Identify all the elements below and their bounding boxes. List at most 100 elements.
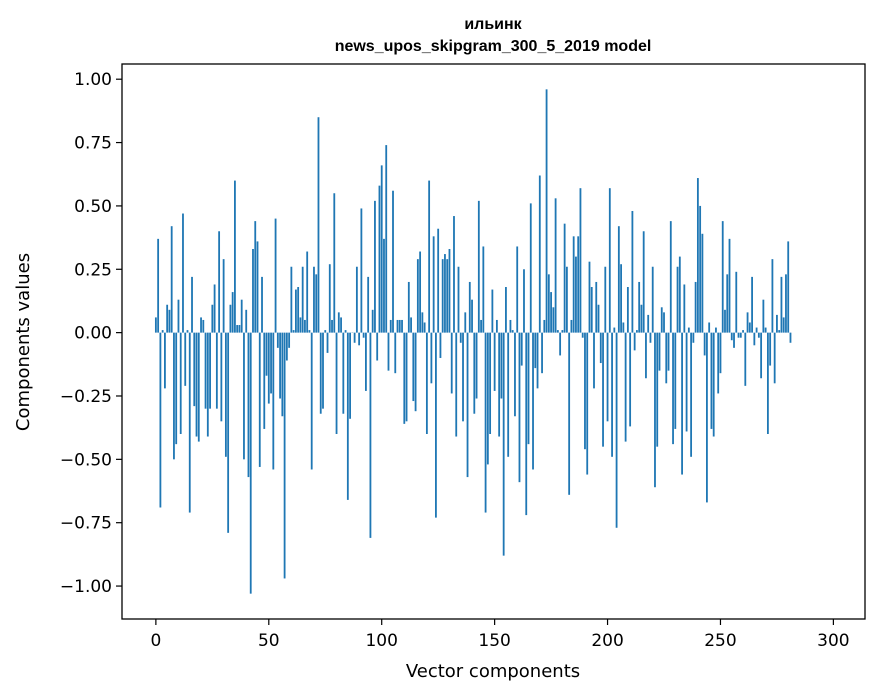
bar-146 — [484, 332, 487, 513]
bar-231 — [676, 266, 679, 333]
bar-269 — [762, 299, 765, 333]
bar-46 — [258, 332, 261, 467]
bar-250 — [719, 332, 722, 374]
y-axis-ticks: −1.00 −0.75 −0.50 −0.25 0.00 0.25 0.50 0.75 1.00 — [60, 70, 122, 597]
bar-100 — [380, 165, 383, 333]
bar-45 — [256, 241, 259, 333]
bar-57 — [283, 332, 286, 579]
bar-247 — [712, 332, 715, 437]
bar-31 — [224, 332, 227, 457]
bar-117 — [419, 251, 422, 333]
bar-11 — [179, 332, 182, 434]
bar-138 — [466, 332, 469, 478]
bar-1 — [157, 238, 160, 333]
bar-136 — [462, 332, 464, 422]
bar-99 — [378, 185, 381, 333]
bar-207 — [622, 322, 625, 333]
bar-124 — [435, 332, 437, 518]
bar-256 — [733, 332, 735, 348]
bar-230 — [674, 332, 677, 429]
bar-73 — [319, 332, 322, 414]
bar-2 — [159, 332, 162, 508]
bar-145 — [482, 246, 485, 333]
bar-17 — [193, 332, 196, 407]
bar-270 — [764, 327, 767, 333]
bar-29 — [220, 332, 223, 422]
y-axis-label: Components values — [13, 253, 34, 431]
bar-61 — [292, 330, 295, 333]
bar-39 — [243, 332, 245, 460]
bar-242 — [701, 233, 704, 333]
bar-166 — [529, 203, 532, 333]
bar-53 — [274, 218, 277, 333]
x-tick-label: 0 — [150, 631, 161, 651]
bar-33 — [229, 304, 232, 333]
bar-113 — [410, 317, 412, 333]
x-tick-label: 250 — [704, 631, 736, 651]
bar-182 — [565, 266, 568, 333]
bar-194 — [593, 332, 595, 389]
bar-225 — [663, 312, 665, 333]
bar-162 — [520, 332, 523, 366]
bar-200 — [606, 332, 609, 422]
bar-127 — [441, 259, 444, 333]
bar-155 — [505, 287, 507, 333]
bar-227 — [667, 332, 670, 371]
bar-167 — [532, 332, 534, 470]
y-tick-label: 0.00 — [74, 324, 112, 344]
bar-258 — [737, 332, 740, 338]
bar-28 — [218, 231, 221, 333]
bar-221 — [654, 332, 656, 488]
bar-203 — [613, 327, 616, 333]
bar-13 — [184, 332, 187, 386]
bar-34 — [231, 292, 234, 333]
bar-107 — [396, 319, 399, 333]
bar-131 — [450, 332, 453, 394]
bar-196 — [597, 304, 600, 333]
bar-191 — [586, 332, 589, 475]
bar-188 — [579, 188, 582, 333]
bar-142 — [475, 332, 478, 399]
bar-85 — [346, 332, 349, 500]
y-tick-label: −1.00 — [60, 577, 112, 597]
bar-158 — [511, 330, 514, 333]
bar-103 — [387, 332, 390, 371]
bar-245 — [708, 322, 711, 333]
bar-55 — [279, 332, 281, 399]
bar-177 — [554, 198, 557, 333]
bar-173 — [545, 89, 548, 333]
bar-23 — [206, 332, 209, 437]
bar-263 — [748, 322, 751, 333]
bar-252 — [724, 309, 726, 333]
bar-187 — [577, 236, 580, 333]
bar-273 — [771, 259, 774, 333]
bar-36 — [236, 325, 239, 333]
bar-206 — [620, 264, 622, 333]
bar-91 — [360, 208, 363, 333]
bar-147 — [486, 332, 489, 465]
x-tick-label: 50 — [258, 631, 280, 651]
plot-area-frame — [121, 63, 866, 620]
bar-220 — [651, 266, 654, 333]
y-tick-label: 0.75 — [74, 134, 112, 154]
bar-154 — [502, 332, 505, 556]
bar-195 — [595, 281, 598, 333]
bar-134 — [457, 266, 460, 333]
bar-189 — [581, 332, 584, 338]
bar-43 — [252, 249, 254, 333]
bar-49 — [265, 332, 268, 376]
chart-title-line-2: news_upos_skipgram_300_5_2019 model — [335, 38, 652, 55]
bar-70 — [313, 266, 315, 333]
bar-40 — [245, 309, 248, 333]
x-tick-label: 200 — [591, 631, 623, 651]
chart-title-line-1: ильинк — [464, 16, 522, 33]
bar-26 — [213, 284, 216, 333]
bar-97 — [374, 200, 376, 333]
bar-59 — [288, 332, 291, 348]
bar-197 — [599, 332, 602, 364]
bar-81 — [337, 312, 340, 333]
bar-78 — [331, 319, 333, 333]
bar-139 — [468, 281, 471, 333]
bar-201 — [608, 188, 611, 333]
bar-251 — [721, 221, 724, 333]
